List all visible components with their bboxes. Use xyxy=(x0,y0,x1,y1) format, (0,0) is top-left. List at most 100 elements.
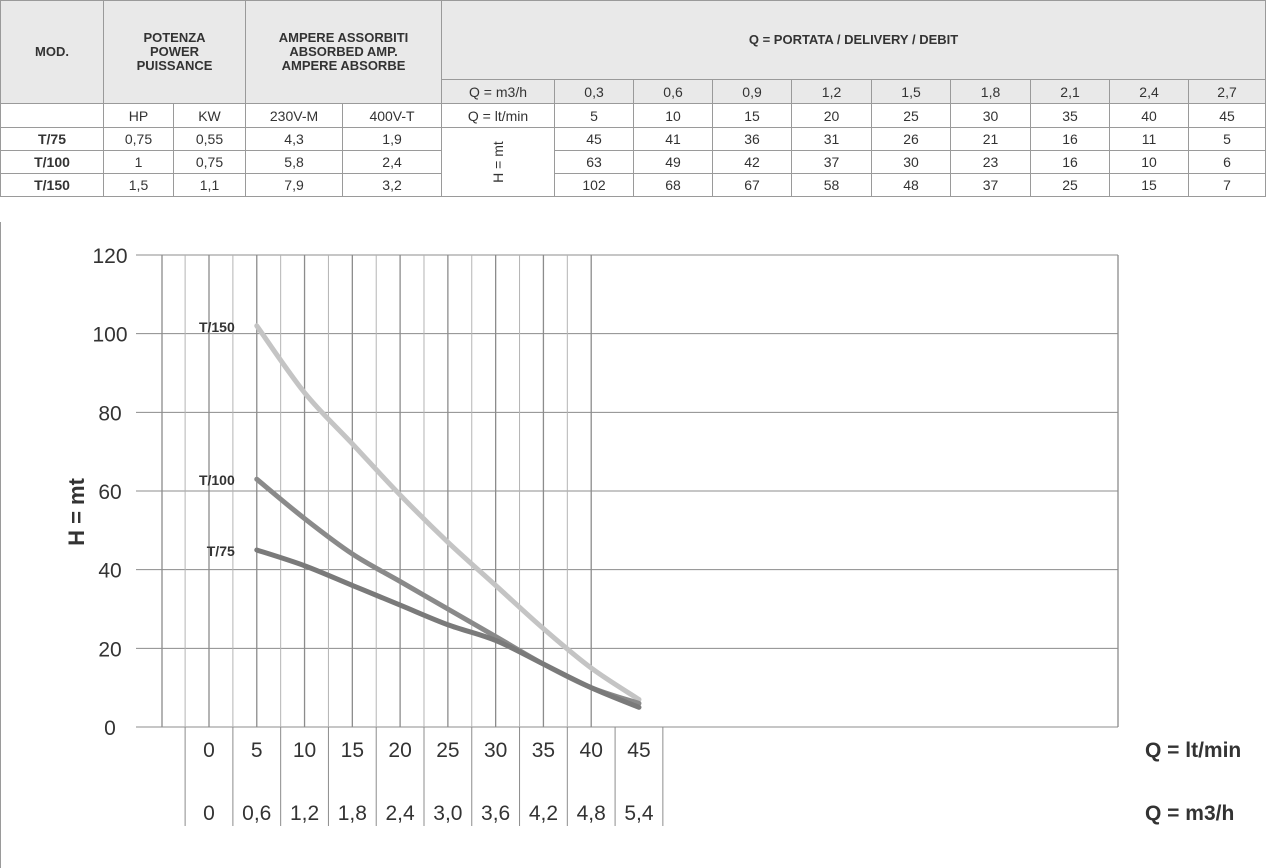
series-line-t75 xyxy=(254,547,642,710)
head-cell: 42 xyxy=(712,150,793,174)
ltmin-cell: 40 xyxy=(1109,103,1190,128)
head-cell: 25 xyxy=(1030,173,1111,197)
kw-cell: 0,55 xyxy=(172,127,247,151)
model-cell: T/100 xyxy=(0,150,104,174)
head-cell: 21 xyxy=(950,127,1032,151)
head-cell: 16 xyxy=(1030,150,1111,174)
mod-header: MOD. xyxy=(0,0,104,104)
m3h-cell: 2,1 xyxy=(1030,79,1111,104)
m3h-cell: 1,2 xyxy=(791,79,873,104)
unit-label: 400V-T xyxy=(342,103,443,128)
amp-header: AMPERE ASSORBITI ABSORBED AMP. AMPERE ABSO… xyxy=(245,0,443,104)
head-cell: 10 xyxy=(1109,150,1190,174)
model-cell: T/75 xyxy=(0,127,104,151)
x-tick-label-m3h: 3,0 xyxy=(433,802,462,825)
x-tick-label-ltmin: 45 xyxy=(627,739,650,762)
head-cell: 67 xyxy=(712,173,793,197)
amp-m-cell: 7,9 xyxy=(245,173,344,197)
x-axis-label-m3h: Q = m3/h xyxy=(1145,802,1234,825)
x-tick-label-ltmin: 0 xyxy=(203,739,215,762)
m3h-cell: 1,8 xyxy=(950,79,1032,104)
kw-cell: 1,1 xyxy=(172,173,247,197)
series-label: T/150 xyxy=(199,319,235,335)
ltmin-cell: 5 xyxy=(554,103,635,128)
head-cell: 26 xyxy=(871,127,952,151)
head-cell: 48 xyxy=(871,173,952,197)
ltmin-cell: 45 xyxy=(1188,103,1267,128)
m3h-cell: 0,3 xyxy=(554,79,635,104)
m3h-cell: 0,6 xyxy=(633,79,714,104)
m3h-cell: 2,7 xyxy=(1188,79,1267,104)
head-cell: 5 xyxy=(1188,127,1267,151)
x-tick-label-m3h: 5,4 xyxy=(624,802,654,825)
head-cell: 68 xyxy=(633,173,714,197)
ltmin-cell: 30 xyxy=(950,103,1032,128)
power-header: POTENZA POWER PUISSANCE xyxy=(102,0,247,104)
chart-grid xyxy=(136,254,1119,826)
x-tick-label-ltmin: 5 xyxy=(251,739,263,762)
y-tick-label: 0 xyxy=(104,717,116,740)
head-cell: 102 xyxy=(554,173,635,197)
x-tick-label-m3h: 0 xyxy=(203,802,215,825)
q-ltmin-label: Q = lt/min xyxy=(441,103,556,128)
head-cell: 36 xyxy=(712,127,793,151)
head-cell: 15 xyxy=(1109,173,1190,197)
head-cell: 37 xyxy=(791,150,873,174)
series-label: T/75 xyxy=(207,543,235,559)
x-tick-label-m3h: 2,4 xyxy=(385,802,415,825)
x-tick-label-ltmin: 30 xyxy=(484,739,507,762)
y-tick-label: 60 xyxy=(98,481,121,504)
head-cell: 30 xyxy=(871,150,952,174)
ltmin-cell: 10 xyxy=(633,103,714,128)
m3h-cell: 2,4 xyxy=(1109,79,1190,104)
hp-cell: 1 xyxy=(103,150,174,174)
amp-m-cell: 5,8 xyxy=(245,150,344,174)
h-label: H = mt xyxy=(490,141,507,183)
m3h-cell: 1,5 xyxy=(871,79,952,104)
ltmin-cell: 35 xyxy=(1030,103,1111,128)
y-axis-label: H = mt xyxy=(64,477,89,546)
x-tick-label-m3h: 1,8 xyxy=(338,802,367,825)
y-tick-label: 40 xyxy=(98,560,121,583)
blank-cell xyxy=(0,103,104,128)
x-tick-label-ltmin: 10 xyxy=(293,739,316,762)
head-cell: 6 xyxy=(1188,150,1267,174)
hp-cell: 0,75 xyxy=(103,127,174,151)
q-m3h-label: Q = m3/h xyxy=(441,79,556,104)
x-tick-label-m3h: 3,6 xyxy=(481,802,510,825)
ltmin-cell: 15 xyxy=(712,103,793,128)
head-cell: 7 xyxy=(1188,173,1267,197)
x-tick-label-ltmin: 15 xyxy=(341,739,364,762)
y-tick-label: 100 xyxy=(92,324,127,347)
x-tick-label-m3h: 0,6 xyxy=(242,802,271,825)
h-label-cell: H = mt xyxy=(441,127,556,197)
x-tick-label-ltmin: 40 xyxy=(580,739,603,762)
y-tick-label: 20 xyxy=(98,638,121,661)
x-tick-label-m3h: 4,2 xyxy=(529,802,558,825)
series-label: T/100 xyxy=(199,472,235,488)
model-cell: T/150 xyxy=(0,173,104,197)
delivery-header: Q = PORTATA / DELIVERY / DEBIT xyxy=(441,0,1267,80)
ltmin-cell: 25 xyxy=(871,103,952,128)
head-cell: 37 xyxy=(950,173,1032,197)
head-cell: 11 xyxy=(1109,127,1190,151)
x-tick-label-m3h: 4,8 xyxy=(577,802,606,825)
head-cell: 45 xyxy=(554,127,635,151)
head-cell: 31 xyxy=(791,127,873,151)
head-cell: 41 xyxy=(633,127,714,151)
amp-t-cell: 2,4 xyxy=(342,150,443,174)
unit-label: KW xyxy=(172,103,247,128)
x-tick-label-m3h: 1,2 xyxy=(290,802,319,825)
unit-label: 230V-M xyxy=(245,103,344,128)
x-axis-label-ltmin: Q = lt/min xyxy=(1145,739,1241,762)
head-cell: 23 xyxy=(950,150,1032,174)
head-cell: 58 xyxy=(791,173,873,197)
pump-spec-table: MOD. POTENZA POWER PUISSANCE AMPERE ASSORB… xyxy=(0,0,1267,197)
y-tick-label: 80 xyxy=(98,402,121,425)
m3h-cell: 0,9 xyxy=(712,79,793,104)
kw-cell: 0,75 xyxy=(172,150,247,174)
unit-label: HP xyxy=(103,103,174,128)
chart-labels: 0 20 40 60 80 100 120 0 5 10 15 20 25 30 35 40 45 0 0,6 1,2… xyxy=(92,245,653,825)
ltmin-cell: 20 xyxy=(791,103,873,128)
head-cell: 16 xyxy=(1030,127,1111,151)
